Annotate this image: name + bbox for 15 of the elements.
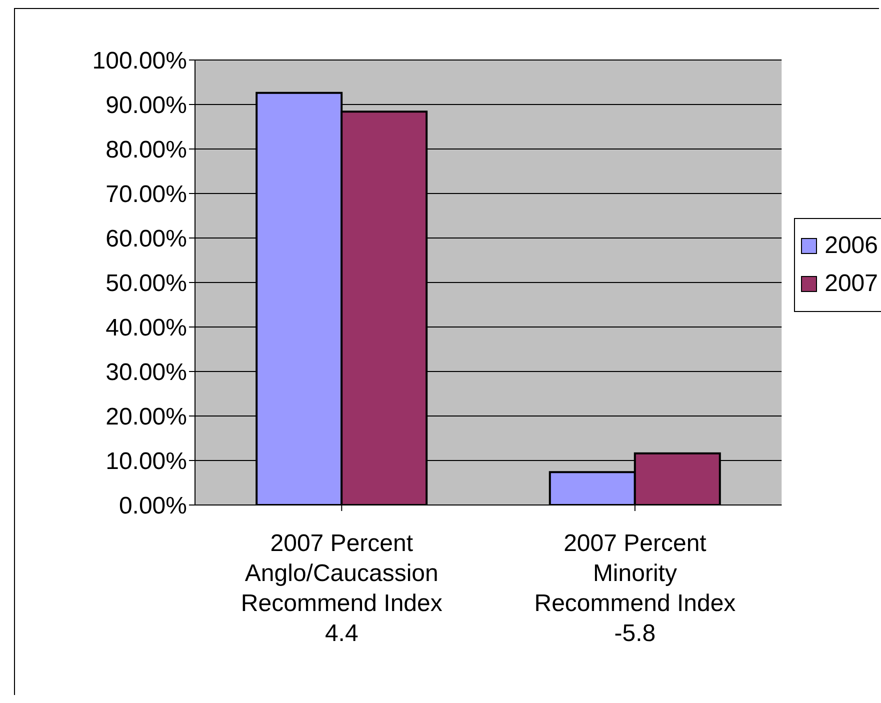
y-tick-label: 10.00% [106,448,187,476]
x-tick-label: 2007 Percent Minority Recommend Index -5.8 [534,530,736,647]
y-tick-label: 60.00% [106,226,187,253]
y-tick-label: 50.00% [106,270,187,298]
y-tick-label: 90.00% [106,92,187,120]
legend-label: 2007 [824,270,878,298]
y-tick-label: 20.00% [106,404,187,431]
y-tick-label: 100.00% [92,48,187,75]
x-tick-label: 2007 Percent Anglo/Caucassion Recommend Index 4.4 [240,530,442,647]
legend-label: 2006 [824,232,878,260]
y-tick-label: 70.00% [106,181,187,208]
y-tick-label: 80.00% [106,136,187,164]
y-tick-label: 30.00% [106,359,187,386]
y-tick-label: 0.00% [118,492,187,520]
y-tick-label: 40.00% [106,314,187,342]
